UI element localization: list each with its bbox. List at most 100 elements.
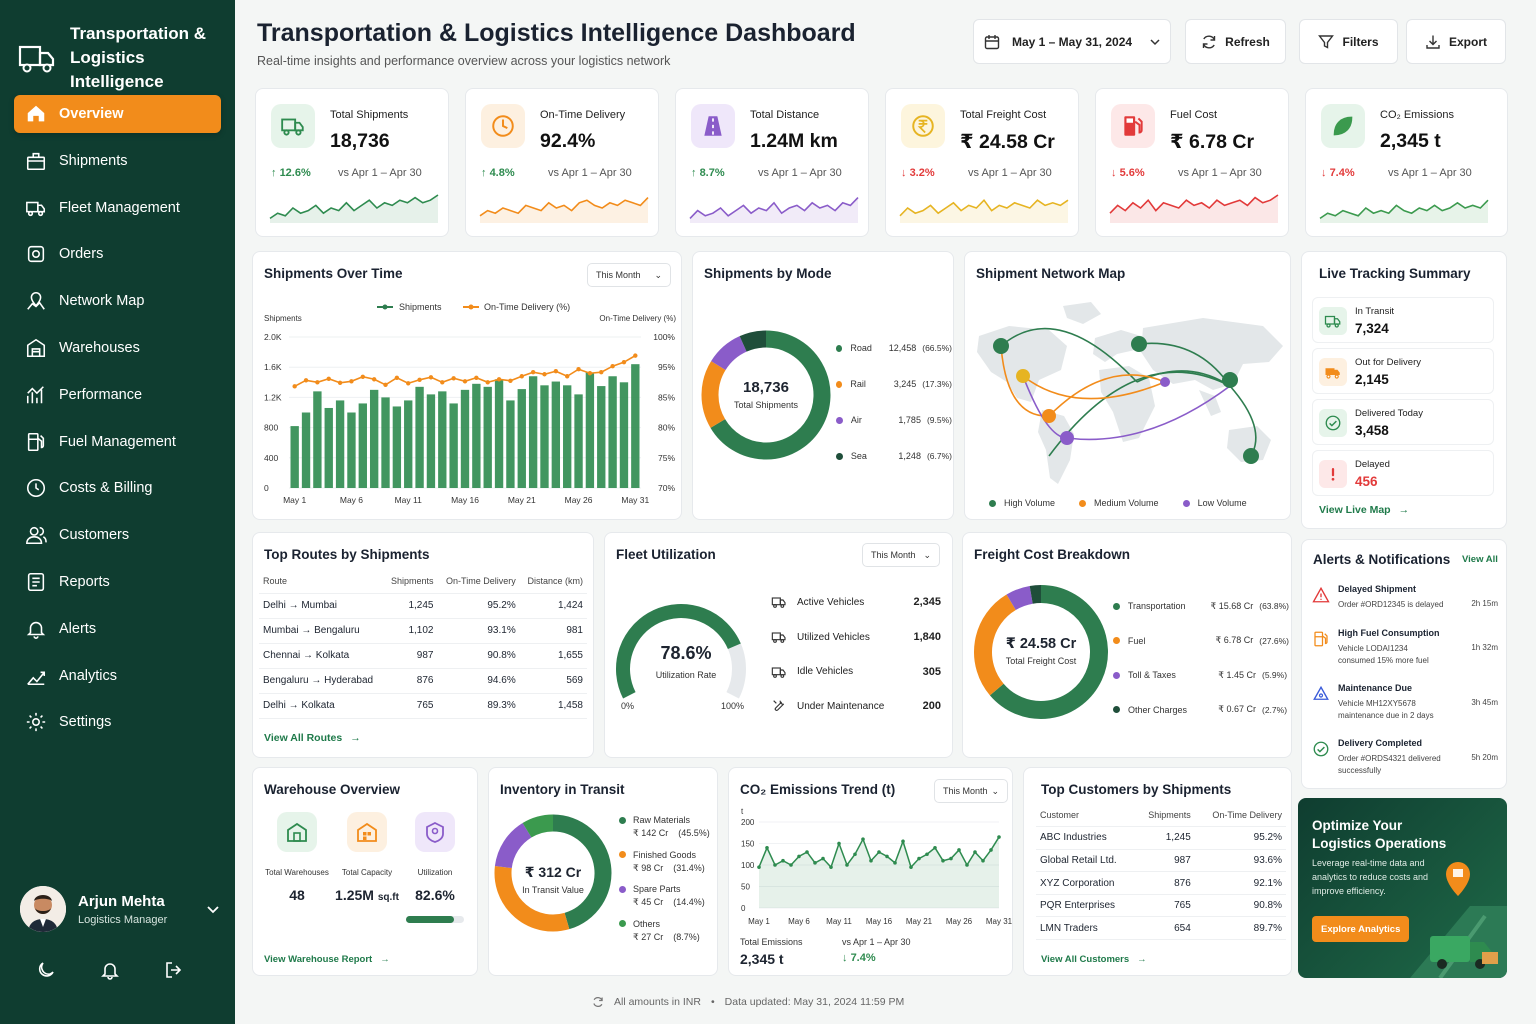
legend-value: 1,248	[898, 451, 921, 461]
view-all-alerts-link[interactable]: View All	[1462, 554, 1498, 565]
table-row[interactable]: XYZ Corporation 876 92.1%	[1036, 871, 1286, 895]
sidebar-item-settings[interactable]: Settings	[14, 703, 221, 741]
view-all-routes-link[interactable]: View All Routes →	[264, 732, 361, 744]
co2-emissions-card: CO₂ Emissions Trend (t) This Month ⌄ t 200…	[728, 767, 1013, 976]
legend-name: Fuel	[1127, 635, 1146, 646]
filters-button[interactable]: Filters	[1299, 19, 1398, 64]
table-row[interactable]: PQR Enterprises 765 90.8%	[1036, 894, 1286, 918]
kpi-card[interactable]: Fuel Cost ₹ 6.78 Cr ↓ 5.6% vs Apr 1 – Ap…	[1095, 88, 1289, 237]
legend-value: ₹ 15.68 Cr	[1210, 600, 1254, 611]
sidebar-item-alerts[interactable]: Alerts	[14, 610, 221, 648]
kpi-sparkline	[269, 194, 439, 223]
kpi-sparkline	[1109, 194, 1279, 223]
tracking-item[interactable]: Out for Delivery 2,145	[1312, 348, 1494, 394]
table-cell: 1,245	[1135, 826, 1195, 850]
bell-icon	[26, 621, 46, 639]
value: 82.6%	[415, 887, 455, 903]
sidebar-item-analytics[interactable]: Analytics	[14, 657, 221, 695]
map-icon	[27, 292, 45, 310]
explore-analytics-button[interactable]: Explore Analytics	[1312, 916, 1410, 942]
tracking-item[interactable]: In Transit 7,324	[1312, 297, 1494, 343]
co2-point	[917, 856, 921, 861]
period-select[interactable]: This Month ⌄	[862, 543, 940, 567]
truck-icon	[26, 201, 46, 216]
refresh-button[interactable]: Refresh	[1185, 19, 1286, 64]
fuel-pump-icon	[1124, 116, 1143, 136]
table-row[interactable]: Mumbai → Bengaluru 1,102 93.1% 981	[259, 618, 587, 644]
promo-card: Optimize Your Logistics Operations Lever…	[1298, 798, 1507, 978]
co2-point	[981, 858, 985, 863]
sidebar-item-performance[interactable]: Performance	[14, 376, 221, 414]
view-warehouse-report-link[interactable]: View Warehouse Report →	[264, 954, 390, 965]
period-select[interactable]: This Month ⌄	[934, 779, 1008, 803]
total-emissions-label: Total Emissions	[740, 937, 803, 947]
kpi-card[interactable]: On-Time Delivery 92.4% ↑ 4.8% vs Apr 1 –…	[465, 88, 659, 237]
bell-icon[interactable]	[100, 960, 120, 980]
table-row[interactable]: Delhi → Kolkata 765 89.3% 1,458	[259, 693, 587, 719]
sidebar-item-costs-billing[interactable]: Costs & Billing	[14, 469, 221, 507]
tracking-item[interactable]: Delivered Today 3,458	[1312, 399, 1494, 445]
sidebar-item-network-map[interactable]: Network Map	[14, 282, 221, 320]
warehouse-stat-value: 82.6%	[399, 887, 471, 903]
co2-point	[989, 848, 993, 852]
ontime-point	[326, 376, 331, 381]
ontime-point	[406, 381, 411, 386]
sidebar-item-reports[interactable]: Reports	[14, 563, 221, 601]
kpi-compare: vs Apr 1 – Apr 30	[338, 167, 422, 179]
chevron-down-icon: ⌄	[991, 785, 999, 796]
moon-icon[interactable]	[36, 960, 56, 980]
world-map[interactable]	[967, 298, 1289, 498]
sidebar-item-overview[interactable]: Overview	[14, 95, 221, 133]
brand[interactable]: Transportation & Logistics Intelligence	[18, 22, 230, 94]
inventory-total: ₹ 312 Cr	[524, 864, 582, 880]
kpi-card[interactable]: Total Distance 1.24M km ↑ 8.7% vs Apr 1 …	[675, 88, 869, 237]
logout-icon[interactable]	[164, 960, 184, 980]
arrow-down-icon: ↓	[1321, 167, 1327, 179]
legend-pct: (14.4%)	[673, 897, 705, 907]
y-axis-unit: t	[741, 807, 744, 816]
gear-icon	[26, 713, 46, 732]
sidebar-item-warehouses[interactable]: Warehouses	[14, 329, 221, 367]
table-row[interactable]: LMN Traders 654 89.7%	[1036, 916, 1286, 941]
kpi-card[interactable]: Total Freight Cost ₹ 24.58 Cr ↓ 3.2% vs …	[885, 88, 1079, 237]
fleet-stat-label: Active Vehicles	[797, 596, 865, 608]
tracking-value: 3,458	[1355, 423, 1389, 438]
bar	[369, 389, 379, 488]
user-profile[interactable]: Arjun Mehta Logistics Manager	[20, 886, 220, 932]
sidebar-item-fuel-management[interactable]: Fuel Management	[14, 423, 221, 461]
arrow-right-icon: →	[1137, 954, 1147, 965]
view-all-customers-link[interactable]: View All Customers →	[1041, 954, 1147, 965]
sidebar-item-label: Costs & Billing	[59, 480, 153, 497]
warehouse-stat-value: 1.25M sq.ft	[331, 887, 403, 903]
kpi-card[interactable]: Total Shipments 18,736 ↑ 12.6% vs Apr 1 …	[255, 88, 449, 237]
sidebar-item-fleet-management[interactable]: Fleet Management	[14, 189, 221, 227]
sparkline-line	[479, 197, 649, 217]
kpi-card[interactable]: CO₂ Emissions 2,345 t ↓ 7.4% vs Apr 1 – …	[1305, 88, 1508, 237]
date-range-picker[interactable]: May 1 – May 31, 2024	[973, 19, 1171, 64]
period-select[interactable]: This Month ⌄	[587, 263, 671, 287]
bar	[483, 386, 492, 488]
chevron-down-icon[interactable]	[206, 902, 220, 916]
kpi-change: ↓ 3.2%	[901, 167, 935, 179]
customers-table: Customer Shipments On-Time Delivery ABC Ind…	[1036, 804, 1286, 941]
ontime-point	[519, 374, 524, 379]
table-row[interactable]: ABC Industries 1,245 95.2%	[1036, 826, 1286, 850]
table-cell: Delhi → Mumbai	[259, 593, 384, 619]
export-button[interactable]: Export	[1406, 19, 1506, 64]
alerts-card: Alerts & Notifications View All Delayed …	[1301, 539, 1507, 789]
view-live-map-link[interactable]: View Live Map →	[1319, 504, 1409, 516]
check-circle-icon	[1313, 741, 1329, 757]
link-label: View All Customers	[1041, 954, 1130, 965]
utilization-icon	[426, 821, 444, 843]
sidebar-item-customers[interactable]: Customers	[14, 516, 221, 554]
table-row[interactable]: Delhi → Mumbai 1,245 95.2% 1,424	[259, 593, 587, 619]
sidebar-item-shipments[interactable]: Shipments	[14, 142, 221, 180]
table-row[interactable]: Bengaluru → Hyderabad 876 94.6% 569	[259, 668, 587, 694]
sidebar-item-label: Customers	[59, 527, 130, 544]
table-row[interactable]: Global Retail Ltd. 987 93.6%	[1036, 849, 1286, 873]
tracking-item[interactable]: Delayed 456	[1312, 450, 1494, 496]
table-row[interactable]: Chennai → Kolkata 987 90.8% 1,655	[259, 643, 587, 669]
kpi-compare: vs Apr 1 – Apr 30	[758, 167, 842, 179]
sidebar-item-orders[interactable]: Orders	[14, 235, 221, 273]
table-cell: XYZ Corporation	[1036, 871, 1136, 895]
